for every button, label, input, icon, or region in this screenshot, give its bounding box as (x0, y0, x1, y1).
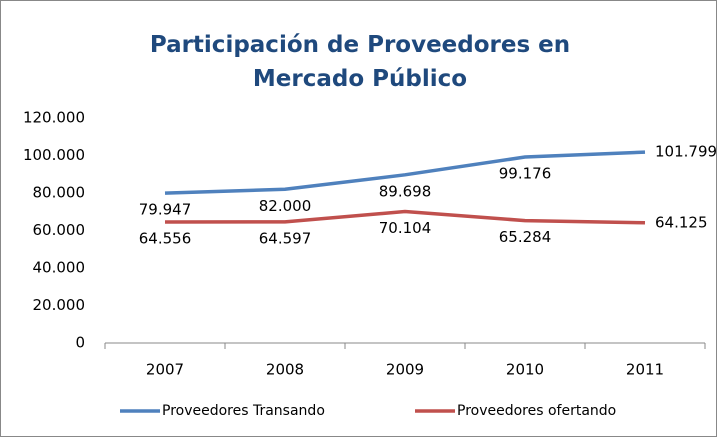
series-line (164, 150, 646, 195)
x-tick-label: 2007 (146, 361, 184, 379)
y-tick-label: 80.000 (33, 184, 86, 202)
y-tick-label: 0 (75, 334, 85, 352)
data-label: 99.176 (499, 165, 552, 183)
x-tick-label: 2010 (506, 361, 544, 379)
x-tick-label: 2011 (626, 361, 664, 379)
y-tick-label: 40.000 (33, 259, 86, 277)
data-label: 70.104 (379, 219, 432, 237)
data-label: 64.556 (139, 229, 192, 247)
data-label: 89.698 (379, 182, 432, 200)
data-label: 101.799 (655, 143, 717, 161)
chart-title: Participación de Proveedores en Mercado … (149, 32, 571, 92)
x-tick-label: 2008 (266, 361, 304, 379)
data-label: 65.284 (499, 228, 552, 246)
legend-label: Proveedores Transando (162, 403, 325, 419)
y-tick-label: 100.000 (23, 146, 85, 164)
x-tick-label: 2009 (386, 361, 424, 379)
data-label: 79.947 (139, 201, 192, 219)
legend-label: Proveedores ofertando (457, 403, 616, 419)
y-tick-label: 120.000 (23, 109, 85, 127)
y-tick-label: 60.000 (33, 221, 86, 239)
series-line (164, 209, 646, 225)
y-tick-label: 20.000 (33, 296, 86, 314)
data-label: 64.125 (655, 213, 708, 231)
data-label: 82.000 (259, 197, 312, 215)
data-label: 64.597 (259, 229, 312, 247)
